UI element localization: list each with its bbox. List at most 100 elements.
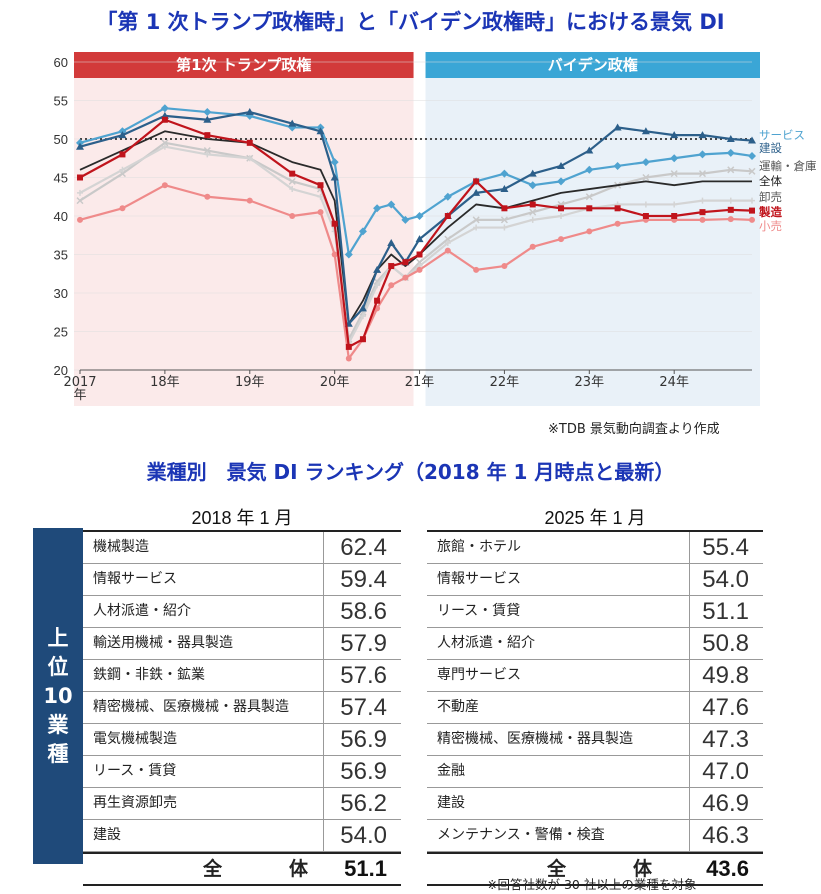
data-point [529, 243, 536, 250]
data-point [557, 161, 566, 169]
data-point [699, 197, 706, 204]
data-point [359, 313, 366, 320]
di-value: 58.6 [340, 598, 387, 625]
y-tick-label: 45 [54, 171, 68, 186]
legend-label: 運輸・倉庫 [759, 159, 817, 173]
data-point [614, 220, 621, 227]
data-point [529, 216, 536, 223]
industry-name: 人材派遣・紹介 [437, 635, 535, 651]
period-background [425, 52, 760, 406]
y-tick-label: 40 [54, 209, 68, 224]
industry-name: 不動産 [437, 699, 479, 715]
data-point [388, 282, 395, 289]
column-divider [323, 692, 324, 723]
data-point [288, 119, 297, 127]
legend-label: サービス [759, 128, 805, 142]
data-point [586, 205, 593, 212]
data-point [670, 170, 678, 178]
data-point [373, 265, 382, 273]
industry-name: リース・賃貸 [93, 763, 177, 779]
data-point [203, 115, 212, 123]
data-point [529, 201, 536, 208]
data-point [558, 205, 565, 212]
chart-title: 「第 1 次トランプ政権時」と「バイデン政権時」における景気 DI [96, 10, 725, 34]
column-divider [689, 756, 690, 787]
di-value: 55.4 [702, 534, 749, 561]
table-row: 輸送用機械・器具製造 57.9 [83, 628, 401, 660]
di-value: 47.6 [702, 694, 749, 721]
data-point [698, 170, 707, 178]
data-point [558, 213, 565, 219]
data-point [387, 238, 396, 246]
data-point [585, 146, 594, 154]
series-line [79, 107, 753, 256]
legend-label: 製造 [758, 205, 782, 219]
data-point [748, 136, 756, 144]
ranking-table-2025: 2025 年 1 月旅館・ホテル 55.4 情報サービス 54.0 リース・賃貸 51.1… [427, 504, 763, 886]
di-value: 57.4 [340, 694, 387, 721]
ranking-table-2018: 2018 年 1 月機械製造 62.4 情報サービス 59.4 人材派遣・紹介 58.6 輸… [83, 504, 401, 886]
di-value: 47.0 [702, 758, 749, 785]
data-point [119, 166, 126, 173]
industry-name: メンテナンス・警備・検査 [437, 827, 605, 843]
data-point [204, 151, 211, 158]
data-point [288, 177, 296, 185]
industry-name: 建設 [93, 827, 121, 843]
data-point [161, 182, 168, 189]
x-tick-label: 24年 [659, 375, 689, 390]
di-value: 59.4 [340, 566, 387, 593]
data-point [473, 224, 480, 231]
data-point [641, 158, 650, 167]
data-point [444, 239, 451, 246]
series-line [79, 184, 753, 360]
data-point [528, 181, 537, 190]
di-value: 56.9 [340, 758, 387, 785]
y-tick-label: 55 [54, 94, 68, 109]
legend-label: 卸売 [759, 190, 782, 204]
industry-name: 機械製造 [83, 532, 149, 563]
x-tick-label: 年 [73, 388, 86, 403]
table-row: 情報サービス 54.0 [427, 564, 763, 596]
column-divider [689, 660, 690, 691]
data-point [161, 116, 168, 123]
y-tick-label: 30 [54, 286, 68, 301]
table-row: 専門サービス 49.8 [427, 660, 763, 692]
column-divider [323, 788, 324, 819]
table-period-header: 2018 年 1 月 [191, 508, 293, 528]
data-point [614, 205, 621, 212]
column-divider [323, 564, 324, 595]
column-divider [689, 564, 690, 595]
data-point [416, 251, 423, 258]
table-row: メンテナンス・警備・検査 46.3 [427, 820, 763, 852]
column-divider [689, 788, 690, 819]
data-point [473, 266, 480, 273]
data-point [415, 235, 424, 243]
data-point [698, 150, 707, 159]
data-point [642, 213, 649, 219]
data-point [401, 215, 410, 224]
di-value: 51.1 [702, 598, 749, 625]
column-divider [689, 532, 690, 563]
data-point [415, 212, 424, 220]
di-value: 49.8 [702, 662, 749, 689]
column-divider [689, 596, 690, 627]
legend-label: 建設 [759, 141, 782, 155]
di-value: 47.3 [702, 726, 749, 753]
data-point [749, 216, 755, 223]
column-divider [689, 724, 690, 755]
data-point [374, 282, 381, 289]
data-point [359, 336, 366, 343]
side-label-char: 種 [47, 741, 69, 766]
di-value: 54.0 [702, 566, 749, 593]
di-value: 50.8 [702, 630, 749, 657]
di-value: 56.9 [340, 726, 387, 753]
data-point [160, 104, 169, 113]
data-point [119, 151, 126, 158]
data-point [388, 263, 395, 270]
table-row: 金融 47.0 [427, 756, 763, 788]
table-period-header: 2025 年 1 月 [544, 508, 646, 528]
side-label-char: 上 [47, 625, 69, 650]
data-point [374, 297, 381, 304]
series-line [79, 130, 752, 325]
x-tick-label: 23年 [575, 375, 605, 390]
